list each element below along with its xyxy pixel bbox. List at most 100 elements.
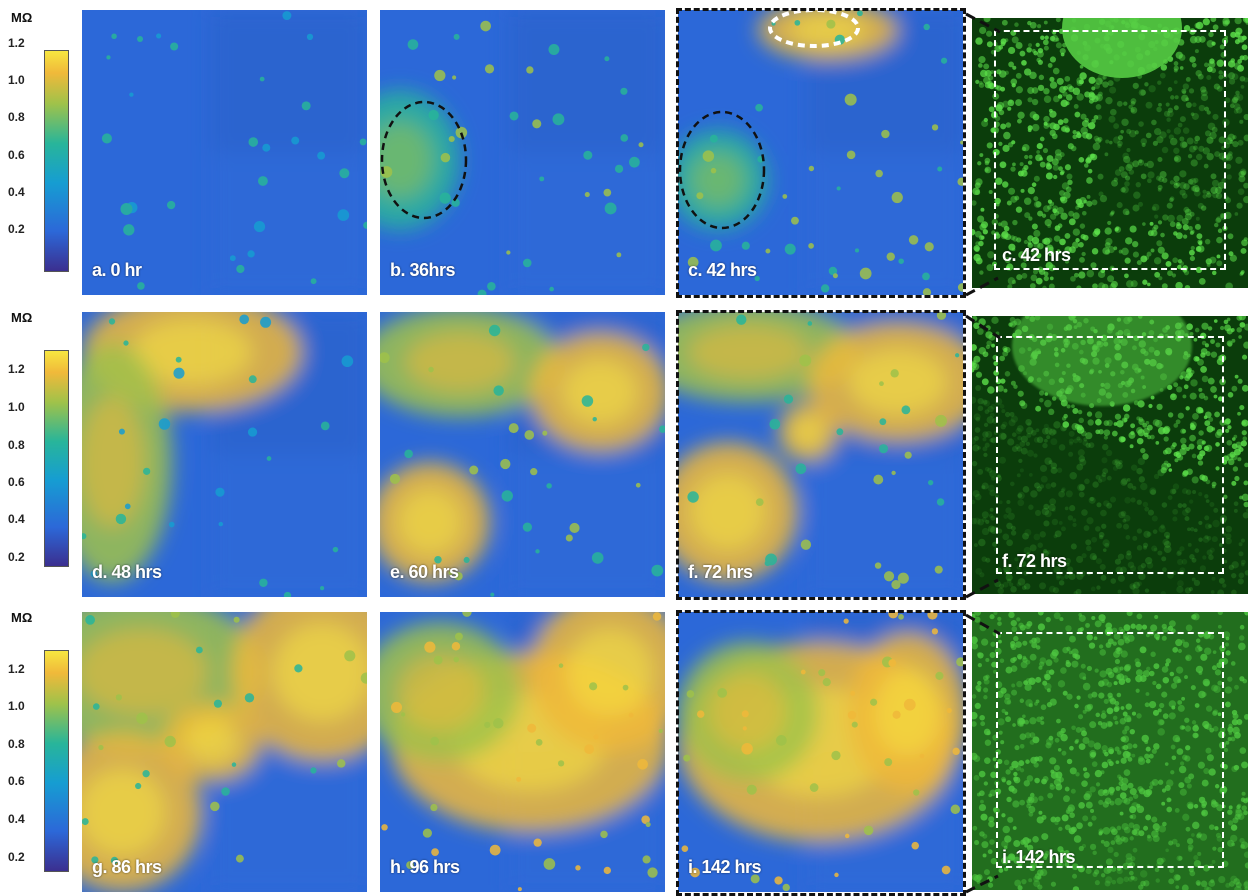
cell-spot <box>548 44 560 55</box>
cell-spot <box>1183 384 1189 390</box>
cell-spot <box>1151 119 1157 126</box>
cell-spot <box>1048 585 1056 593</box>
cell-spot <box>1130 623 1136 629</box>
cell-spot <box>1037 24 1042 29</box>
panel-label: b. 36hrs <box>390 260 456 280</box>
cell-spot <box>1123 826 1131 834</box>
cell-spot <box>1063 118 1069 124</box>
cell-spot <box>1152 529 1158 534</box>
cell-spot <box>1086 545 1092 552</box>
cell-spot <box>974 493 982 501</box>
cell-spot <box>1112 715 1118 721</box>
panel-label: c. 42 hrs <box>688 260 757 280</box>
cell-spot <box>1241 493 1248 502</box>
cell-spot <box>1156 136 1164 144</box>
cell-spot <box>1026 799 1033 806</box>
cell-spot <box>1234 684 1239 690</box>
cell-spot <box>1023 164 1029 171</box>
cell-spot <box>1169 620 1176 628</box>
cell-spot <box>1176 585 1184 594</box>
cell-spot <box>1052 67 1060 75</box>
cell-spot <box>1184 375 1190 382</box>
cell-spot <box>1161 502 1168 508</box>
cell-spot <box>1231 98 1238 105</box>
cell-spot <box>1097 91 1103 97</box>
cell-spot <box>1174 808 1180 813</box>
cell-spot <box>922 288 932 295</box>
cell-spot <box>985 519 990 524</box>
cell-spot <box>1060 399 1068 407</box>
cell-spot <box>1166 463 1172 468</box>
cell-spot <box>1060 733 1068 742</box>
cell-spot <box>1081 120 1090 128</box>
cell-spot <box>1055 771 1063 779</box>
cell-spot <box>1198 145 1205 152</box>
cell-spot <box>451 198 460 207</box>
cell-spot <box>1105 237 1113 246</box>
cell-spot <box>1022 714 1026 719</box>
cell-spot <box>1234 374 1239 379</box>
cell-spot <box>1130 875 1135 880</box>
cell-spot <box>1032 269 1039 275</box>
cell-spot <box>984 157 991 164</box>
cell-spot <box>175 356 182 363</box>
cell-spot <box>557 760 565 767</box>
cell-spot <box>1058 444 1066 451</box>
cell-spot <box>283 591 292 597</box>
cell-spot <box>1233 764 1240 771</box>
cell-spot <box>1131 829 1138 836</box>
cell-spot <box>1042 285 1047 288</box>
cell-spot <box>1171 442 1177 448</box>
cell-spot <box>1066 646 1071 651</box>
cell-spot <box>1216 260 1223 267</box>
cell-spot <box>1002 346 1008 352</box>
cell-spot <box>975 684 982 691</box>
cell-spot <box>1182 509 1189 516</box>
cell-spot <box>1138 159 1143 164</box>
cell-spot <box>1049 784 1055 790</box>
cell-spot <box>166 200 176 210</box>
cell-spot <box>1033 436 1040 443</box>
cell-spot <box>1049 213 1057 220</box>
cell-spot <box>1198 537 1203 542</box>
cell-spot <box>1181 725 1186 730</box>
cell-spot <box>1138 418 1145 426</box>
cell-spot <box>977 215 985 223</box>
cell-spot <box>1146 531 1152 537</box>
cell-spot <box>1070 543 1077 550</box>
cell-spot <box>998 730 1003 735</box>
cell-spot <box>1243 714 1248 720</box>
cell-spot <box>1043 237 1051 245</box>
cell-spot <box>979 81 983 85</box>
cell-spot <box>1191 577 1196 582</box>
cell-spot <box>1224 686 1233 694</box>
cell-spot <box>1175 639 1183 647</box>
cell-spot <box>1029 792 1035 798</box>
cell-spot <box>652 612 662 621</box>
cell-spot <box>1007 99 1015 107</box>
cell-spot <box>696 710 705 718</box>
cell-spot <box>1216 59 1224 67</box>
cell-spot <box>1118 249 1123 254</box>
cell-spot <box>981 527 990 536</box>
cell-spot <box>1120 566 1127 574</box>
cell-spot <box>977 405 984 412</box>
cell-spot <box>1231 709 1238 716</box>
cell-spot <box>1049 498 1057 506</box>
cell-spot <box>1138 756 1144 762</box>
cell-spot <box>1195 880 1201 886</box>
cell-spot <box>1129 814 1134 819</box>
cell-spot <box>1171 705 1176 710</box>
cell-spot <box>919 753 925 759</box>
cell-spot <box>1076 463 1084 471</box>
cell-spot <box>1139 870 1148 878</box>
cell-spot <box>1207 122 1216 131</box>
cell-spot <box>1056 467 1063 473</box>
cell-spot <box>1053 534 1058 539</box>
cell-spot <box>1168 700 1177 708</box>
cell-spot <box>1222 583 1227 588</box>
cell-spot <box>1014 22 1019 27</box>
cell-spot <box>1225 537 1232 545</box>
cell-spot <box>1037 623 1046 631</box>
cell-spot <box>983 695 988 700</box>
